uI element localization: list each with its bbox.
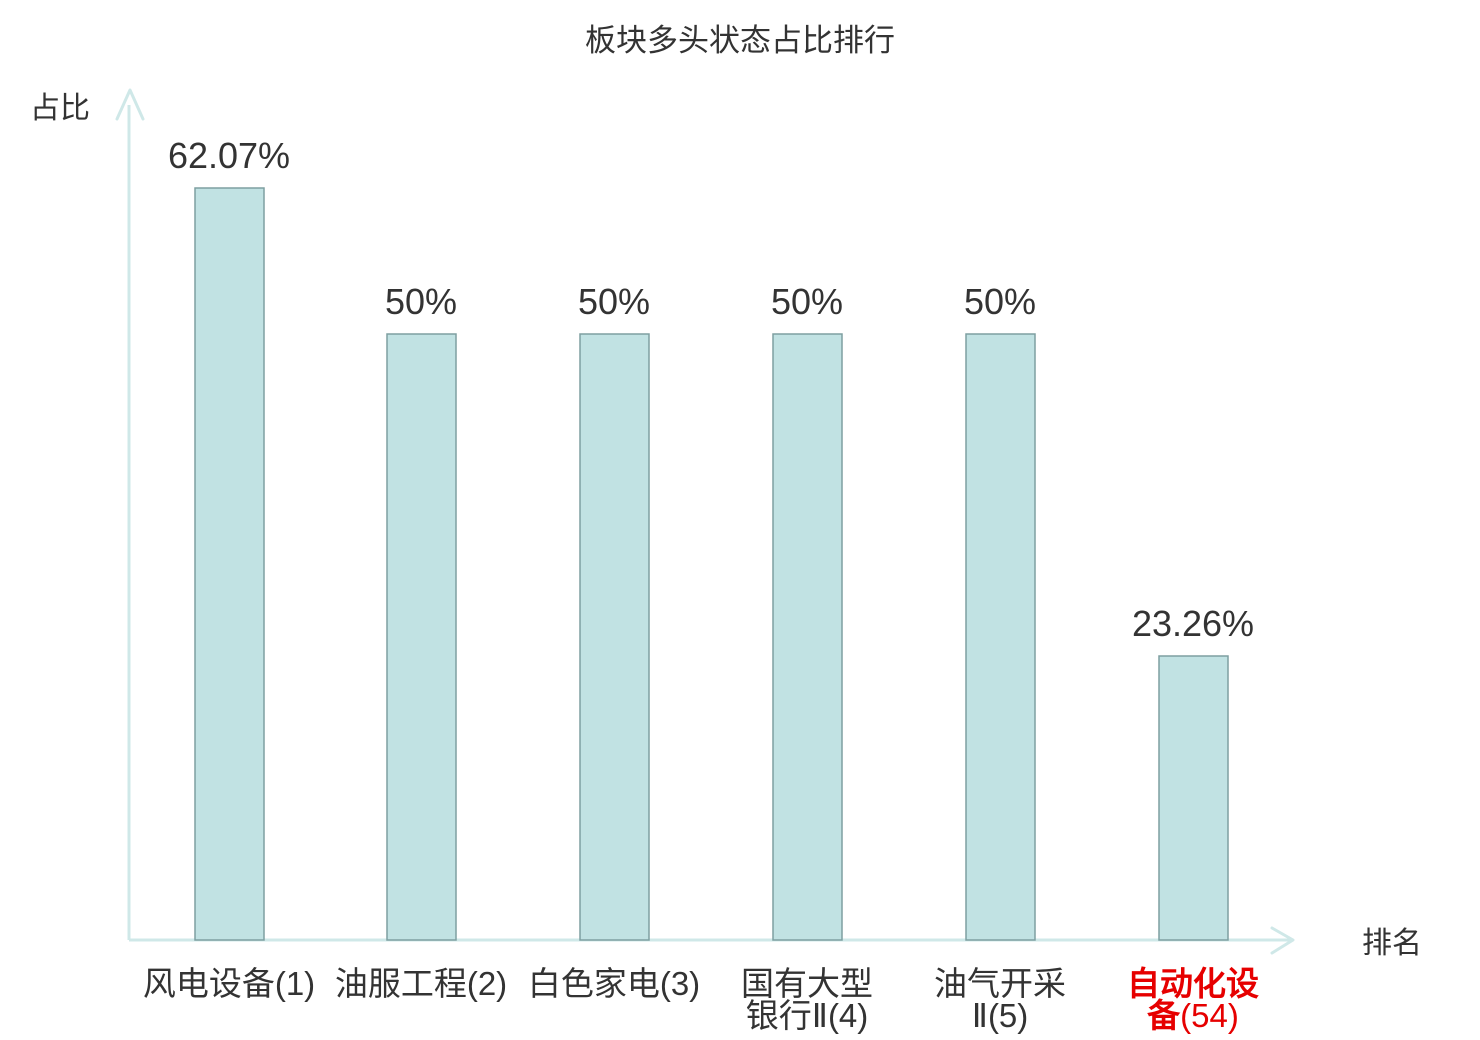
svg-text:Ⅱ(5): Ⅱ(5) — [972, 997, 1029, 1034]
svg-text:风电设备(1): 风电设备(1) — [143, 965, 315, 1002]
svg-text:备(54): 备(54) — [1147, 997, 1239, 1034]
svg-text:50%: 50% — [385, 281, 457, 322]
svg-text:白色家电(3): 白色家电(3) — [528, 965, 700, 1002]
svg-text:50%: 50% — [771, 281, 843, 322]
svg-text:占比: 占比 — [30, 92, 90, 125]
svg-text:50%: 50% — [964, 281, 1036, 322]
svg-text:50%: 50% — [578, 281, 650, 322]
svg-text:板块多头状态占比排行: 板块多头状态占比排行 — [585, 23, 895, 58]
svg-text:银行Ⅱ(4): 银行Ⅱ(4) — [746, 997, 869, 1034]
svg-text:油服工程(2): 油服工程(2) — [335, 965, 507, 1002]
svg-text:排名: 排名 — [1362, 927, 1422, 960]
svg-text:62.07%: 62.07% — [168, 135, 290, 176]
svg-text:23.26%: 23.26% — [1132, 603, 1254, 644]
